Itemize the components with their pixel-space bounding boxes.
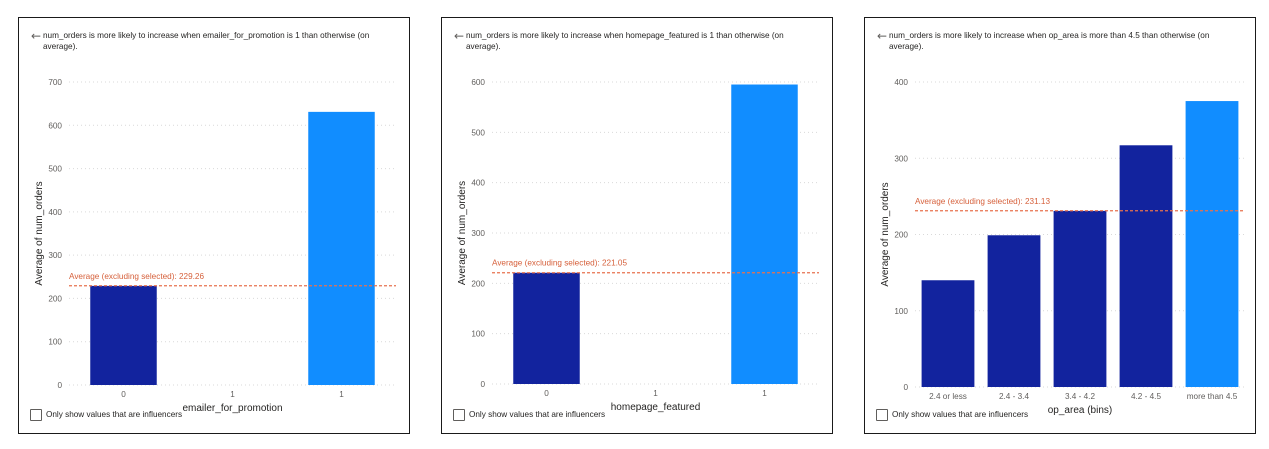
y-axis-title: Average of num_orders	[34, 181, 45, 285]
x-tick-label: 1	[230, 390, 235, 399]
bar	[1119, 145, 1173, 387]
y-tick-label: 300	[48, 251, 62, 260]
x-tick-label: 2.4 or less	[929, 392, 967, 401]
y-tick-label: 500	[48, 165, 62, 174]
y-axis-title: Average of num_orders	[457, 181, 468, 285]
average-label: Average (excluding selected): 231.13	[915, 197, 1050, 206]
y-tick-label: 300	[894, 154, 908, 163]
x-tick-label: more than 4.5	[1187, 392, 1238, 401]
checkbox-label: Only show values that are influencers	[469, 410, 606, 419]
x-tick-label: 1	[762, 389, 767, 398]
y-tick-label: 200	[48, 294, 62, 303]
y-tick-label: 100	[894, 307, 908, 316]
key-influencer-panel-emailer: ← num_orders is more likely to increase …	[18, 17, 410, 434]
x-tick-label: 1	[339, 390, 344, 399]
back-arrow-icon[interactable]: ←	[877, 29, 888, 43]
y-tick-label: 700	[48, 78, 62, 87]
x-axis-title: emailer_for_promotion	[182, 403, 282, 414]
average-label: Average (excluding selected): 221.05	[492, 259, 627, 268]
bar	[308, 111, 375, 386]
y-axis-title: Average of num_orders	[880, 182, 891, 286]
y-tick-label: 400	[48, 208, 62, 217]
y-tick-label: 100	[471, 330, 485, 339]
x-tick-label: 1	[653, 389, 658, 398]
x-axis-title: op_area (bins)	[1048, 405, 1112, 416]
influencer-header: ← num_orders is more likely to increase …	[877, 29, 1241, 60]
influencer-header: ← num_orders is more likely to increase …	[454, 29, 818, 60]
checkbox-label: Only show values that are influencers	[46, 410, 183, 419]
influencer-description: num_orders is more likely to increase wh…	[43, 31, 370, 51]
checkbox-icon[interactable]	[453, 409, 465, 421]
y-tick-label: 200	[471, 279, 485, 288]
bar-chart: 0 100 200 300 400 2.4 or less 2.4 - 3.4 3.4 - 4…	[880, 78, 1245, 416]
y-tick-label: 400	[894, 78, 908, 87]
back-arrow-icon[interactable]: ←	[454, 29, 465, 43]
checkbox-label: Only show values that are influencers	[892, 410, 1029, 419]
y-tick-label: 0	[480, 380, 485, 389]
y-tick-label: 600	[48, 121, 62, 130]
y-tick-label: 100	[48, 338, 62, 347]
y-tick-label: 0	[57, 381, 62, 390]
bar-chart: 0 100 200 300 400 500 600 700 0 1 1 Average (exclud…	[34, 78, 396, 414]
bar	[731, 84, 798, 385]
checkbox-icon[interactable]	[876, 409, 888, 421]
bar	[513, 272, 580, 384]
bar	[1185, 101, 1239, 387]
x-axis-title: homepage_featured	[611, 402, 701, 413]
x-tick-label: 2.4 - 3.4	[999, 392, 1029, 401]
bar	[90, 285, 157, 385]
bar	[987, 235, 1041, 387]
key-influencer-panel-op-area: ← num_orders is more likely to increase …	[864, 17, 1256, 434]
x-tick-label: 0	[121, 390, 126, 399]
y-tick-label: 200	[894, 231, 908, 240]
back-arrow-icon[interactable]: ←	[31, 29, 42, 43]
checkbox-icon[interactable]	[30, 409, 42, 421]
x-tick-label: 3.4 - 4.2	[1065, 392, 1095, 401]
key-influencer-panel-homepage: ← num_orders is more likely to increase …	[441, 17, 833, 434]
bar	[921, 280, 975, 387]
influencer-description: num_orders is more likely to increase wh…	[889, 31, 1210, 51]
bar-chart: 0 100 200 300 400 500 600 0 1 1 Average (excluding…	[457, 78, 819, 413]
y-tick-label: 500	[471, 128, 485, 137]
bar	[1053, 210, 1107, 387]
x-tick-label: 4.2 - 4.5	[1131, 392, 1161, 401]
y-tick-label: 400	[471, 179, 485, 188]
influencer-description: num_orders is more likely to increase wh…	[466, 31, 784, 51]
x-tick-label: 0	[544, 389, 549, 398]
average-label: Average (excluding selected): 229.26	[69, 272, 204, 281]
y-tick-label: 0	[903, 383, 908, 392]
y-tick-label: 300	[471, 229, 485, 238]
influencer-header: ← num_orders is more likely to increase …	[31, 29, 395, 60]
y-tick-label: 600	[471, 78, 485, 87]
